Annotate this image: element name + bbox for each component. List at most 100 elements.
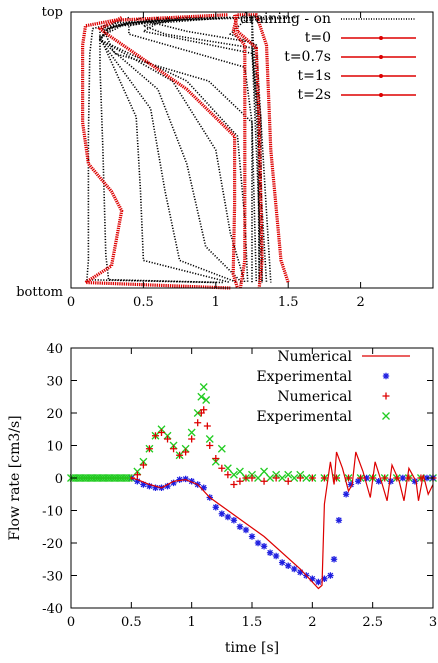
plus-marker: [145, 445, 153, 453]
star-marker: [242, 526, 250, 534]
plus-marker: [284, 477, 292, 485]
plus-marker: [236, 477, 244, 485]
x-tick-label: 2: [356, 295, 364, 310]
cross-marker: [187, 428, 196, 437]
star-marker: [387, 478, 394, 485]
legend-label: Numerical: [277, 389, 352, 405]
x-tick-label: 1: [188, 615, 196, 630]
y-label-top: top: [42, 5, 63, 20]
star-marker: [375, 478, 382, 485]
star-marker: [212, 504, 219, 511]
plus-marker: [212, 455, 220, 462]
legend-swatch-marker: [379, 74, 383, 78]
x-tick-label: 1: [212, 295, 220, 310]
plus-marker: [405, 474, 413, 482]
plus-marker: [382, 392, 390, 400]
star-marker: [354, 478, 362, 485]
y-label-bottom: bottom: [16, 285, 63, 300]
numerical-line: [71, 451, 434, 590]
star-marker: [363, 474, 370, 482]
legend-label: Numerical: [277, 349, 352, 365]
plus-marker: [194, 419, 202, 427]
draining-profile: [228, 16, 296, 283]
legend-label: t=2s: [298, 87, 331, 103]
plus-marker: [260, 477, 268, 485]
draining-profile: [101, 16, 253, 283]
star-marker: [236, 523, 244, 530]
cross-marker: [122, 474, 131, 482]
legend-label: t=0.7s: [284, 49, 331, 65]
star-marker: [218, 510, 226, 517]
cross-marker: [205, 435, 214, 443]
draining-profile: [128, 16, 258, 283]
plus-marker: [320, 474, 328, 482]
star-marker: [230, 517, 238, 524]
plus-marker: [200, 406, 208, 414]
x-tick-label: 0: [67, 295, 75, 310]
star-marker: [327, 572, 334, 579]
draining-profile: [98, 16, 243, 284]
plus-marker: [133, 471, 141, 479]
plot-frame: [70, 11, 434, 289]
time-profile: [237, 13, 290, 283]
star-marker: [272, 552, 280, 560]
star-marker: [134, 478, 141, 485]
star-marker: [285, 562, 292, 569]
star-marker: [423, 474, 431, 482]
star-marker: [176, 476, 183, 483]
y-tick-label: 40: [46, 342, 63, 357]
cross-marker: [124, 474, 133, 482]
legend-label: Experimental: [256, 369, 352, 385]
x-tick-label: 2: [308, 615, 316, 630]
star-marker: [278, 559, 286, 566]
chart-2: [67, 347, 437, 609]
plus-marker: [151, 432, 159, 440]
legend-label: t=1s: [298, 68, 331, 84]
star-marker: [330, 556, 338, 563]
star-marker: [382, 372, 390, 380]
star-marker: [260, 543, 268, 550]
legend-swatch-marker: [379, 36, 383, 40]
cross-marker: [278, 474, 287, 482]
star-marker: [170, 479, 177, 487]
plus-marker: [188, 435, 196, 443]
star-marker: [200, 484, 207, 491]
star-marker: [321, 575, 328, 582]
legend-swatch-marker: [379, 55, 383, 59]
plus-marker: [218, 464, 226, 472]
cross-marker: [202, 396, 211, 404]
y-tick-label: 10: [46, 440, 63, 455]
plus-marker: [158, 429, 165, 436]
x-tick-label: 0.5: [133, 295, 154, 310]
plus-marker: [176, 451, 184, 459]
y-tick-label: -30: [42, 570, 63, 585]
plus-marker: [230, 481, 238, 488]
x-axis-label: time [s]: [225, 640, 279, 656]
plus-marker: [164, 435, 172, 443]
cross-marker: [229, 470, 238, 479]
plus-marker: [182, 448, 190, 456]
plus-marker: [224, 471, 232, 479]
star-marker: [182, 475, 189, 483]
time-profile: [233, 14, 264, 289]
star-marker: [335, 517, 343, 524]
plus-marker: [170, 445, 178, 453]
x-tick-label: 0: [67, 615, 75, 630]
star-marker: [315, 578, 322, 586]
cross-marker: [235, 467, 244, 476]
draining-profile: [99, 16, 224, 284]
y-tick-label: 0: [55, 472, 63, 487]
star-marker: [140, 481, 147, 488]
star-marker: [152, 484, 159, 491]
y-tick-label: 20: [46, 407, 63, 422]
time-profile: [97, 16, 240, 289]
cross-marker: [217, 444, 226, 453]
legend-label: draining - on: [240, 11, 331, 27]
star-marker: [266, 549, 274, 556]
plus-marker: [272, 474, 280, 482]
time-profile: [80, 13, 231, 290]
cross-marker: [254, 474, 262, 482]
legend-label: t=0: [305, 30, 331, 46]
star-marker: [399, 474, 407, 482]
plus-marker: [248, 474, 256, 482]
